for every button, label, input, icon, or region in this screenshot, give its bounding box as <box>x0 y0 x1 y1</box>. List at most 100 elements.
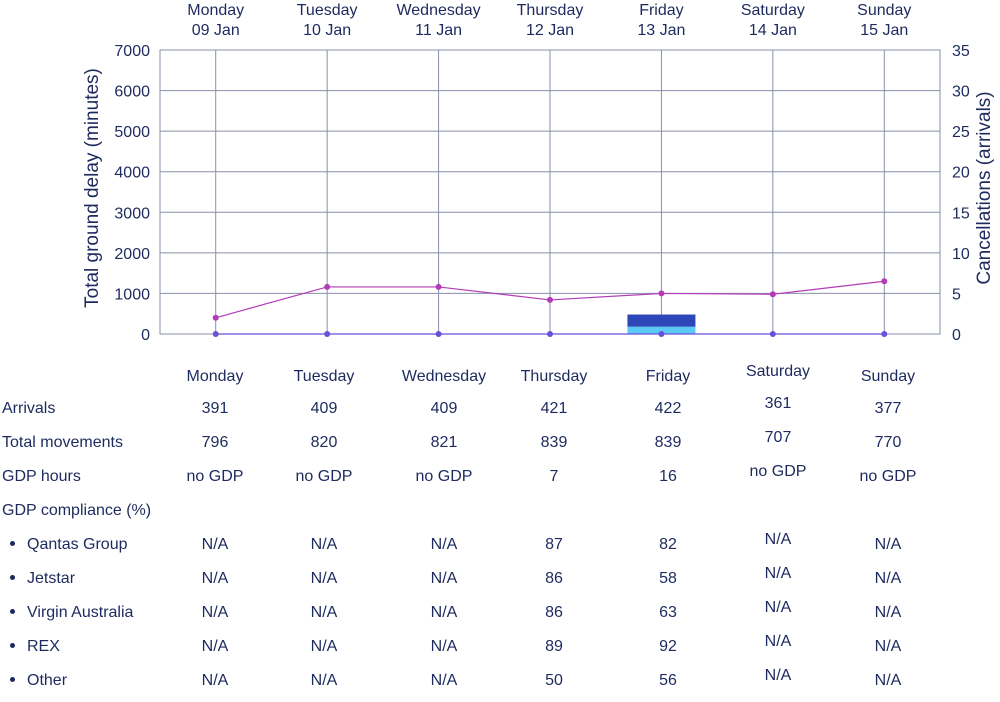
y-tick-left: 3000 <box>114 205 150 222</box>
day-header-name: Wednesday <box>396 2 480 19</box>
y-tick-right: 20 <box>952 165 970 182</box>
day-header-name: Monday <box>187 2 244 19</box>
y-tick-left: 1000 <box>114 286 150 303</box>
table-cell: N/A <box>764 667 792 684</box>
table-cell: N/A <box>764 565 792 582</box>
table-cell: N/A <box>430 638 458 655</box>
table-cell: no GDP <box>749 463 807 480</box>
day-header-date: 14 Jan <box>749 22 797 39</box>
y-tick-right: 15 <box>952 205 970 222</box>
cancellations-point <box>212 314 219 321</box>
table-cell: no GDP <box>859 468 917 485</box>
row-label: Jetstar <box>10 570 75 588</box>
bullet-icon <box>10 575 15 581</box>
table-cell: 56 <box>659 672 677 689</box>
bars <box>627 314 696 334</box>
table-cell: no GDP <box>415 468 473 485</box>
table-cell: N/A <box>874 672 902 689</box>
axes: 0 1000 2000 3000 4000 5000 6000 7000 0 5 10 15 20 25 3… <box>114 43 969 344</box>
bullet-icon <box>10 643 15 649</box>
row-label: REX <box>10 638 60 656</box>
table-row: GDP hours no GDP no GDP no GDP 7 16 no GDP no G… <box>0 463 1000 498</box>
table-cell: N/A <box>310 536 338 553</box>
day-header-date: 13 Jan <box>637 22 685 39</box>
table-cell: 839 <box>654 434 682 451</box>
y-tick-right: 10 <box>952 246 970 263</box>
table-row: Jetstar N/A N/A N/A 86 58 N/A N/A <box>0 565 1000 600</box>
y-tick-right: 30 <box>952 84 970 101</box>
table-cell: N/A <box>310 570 338 587</box>
table-cell: 87 <box>545 536 563 553</box>
table-cell: 839 <box>540 434 568 451</box>
y-tick-left: 4000 <box>114 165 150 182</box>
cancellations-point <box>881 278 888 285</box>
day-header-date: 15 Jan <box>860 22 908 39</box>
delay-bar-segment <box>627 326 696 334</box>
table-cell: 796 <box>201 434 229 451</box>
table-cell: 50 <box>545 672 563 689</box>
cancellations-point <box>658 331 665 337</box>
table-header-cell: Tuesday <box>293 368 355 385</box>
cancellations-point <box>769 291 776 298</box>
table-cell: N/A <box>764 633 792 650</box>
table-cell: 7 <box>549 468 559 485</box>
y-tick-left: 0 <box>141 327 150 344</box>
table-header-cell: Saturday <box>745 363 811 380</box>
row-label: GDP hours <box>2 468 81 485</box>
table-cell: 377 <box>874 400 902 417</box>
table-row: GDP compliance (%) <box>0 502 1000 532</box>
table-row: Arrivals 391 409 409 421 422 361 377 <box>0 395 1000 430</box>
y-axis-label-right: Cancellations (arrivals) <box>974 91 995 284</box>
y-axis-label-left: Total ground delay (minutes) <box>82 68 103 308</box>
row-label: GDP compliance (%) <box>2 502 152 519</box>
table-header-cell: Monday <box>186 368 244 385</box>
y-tick-right: 25 <box>952 124 970 141</box>
table-cell: N/A <box>201 604 229 621</box>
row-label: Virgin Australia <box>10 604 133 622</box>
row-label: Arrivals <box>2 400 56 417</box>
table-header-cell: Thursday <box>520 368 588 385</box>
row-label: Other <box>10 672 67 690</box>
y-tick-right: 0 <box>952 327 961 344</box>
delay-bar-segment <box>627 314 696 327</box>
table-cell: 770 <box>874 434 902 451</box>
table-cell: N/A <box>201 638 229 655</box>
y-tick-left: 5000 <box>114 124 150 141</box>
bullet-icon <box>10 609 15 615</box>
day-headers: Monday 09 Jan Tuesday 10 Jan Wednesday 11 Jan… <box>187 2 911 39</box>
table-cell: 821 <box>430 434 458 451</box>
table-header-cell: Friday <box>645 368 691 385</box>
bullet-icon <box>10 541 15 547</box>
table-cell: N/A <box>430 672 458 689</box>
day-header-name: Saturday <box>741 2 805 19</box>
table-cell: 707 <box>764 429 792 446</box>
table-cell: N/A <box>764 599 792 616</box>
table-cell: 63 <box>659 604 677 621</box>
y-tick-left: 2000 <box>114 246 150 263</box>
day-header-name: Tuesday <box>297 2 358 19</box>
table-cell: N/A <box>201 570 229 587</box>
table-row: REX N/A N/A N/A 89 92 N/A N/A <box>0 633 1000 668</box>
table-row: Other N/A N/A N/A 50 56 N/A N/A <box>0 667 1000 702</box>
table-cell: 409 <box>310 400 338 417</box>
row-label: Qantas Group <box>10 536 128 554</box>
table-row: Virgin Australia N/A N/A N/A 86 63 N/A N/A <box>0 599 1000 634</box>
table-cell: 92 <box>659 638 677 655</box>
cancellations-point <box>769 331 776 337</box>
table-cell: N/A <box>874 638 902 655</box>
day-header-date: 09 Jan <box>192 22 240 39</box>
table-cell: N/A <box>310 638 338 655</box>
y-tick-right: 35 <box>952 43 970 60</box>
y-tick-right: 5 <box>952 286 961 303</box>
day-header-name: Friday <box>639 2 683 19</box>
table-cell: N/A <box>430 570 458 587</box>
table-cell: no GDP <box>186 468 244 485</box>
table-cell: 422 <box>654 400 682 417</box>
table-cell: 409 <box>430 400 458 417</box>
table-cell: N/A <box>874 536 902 553</box>
table-cell: 391 <box>201 400 229 417</box>
grid <box>159 49 941 335</box>
table-cell: N/A <box>201 672 229 689</box>
table-header-cell: Wednesday <box>401 368 487 385</box>
bullet-icon <box>10 677 15 683</box>
